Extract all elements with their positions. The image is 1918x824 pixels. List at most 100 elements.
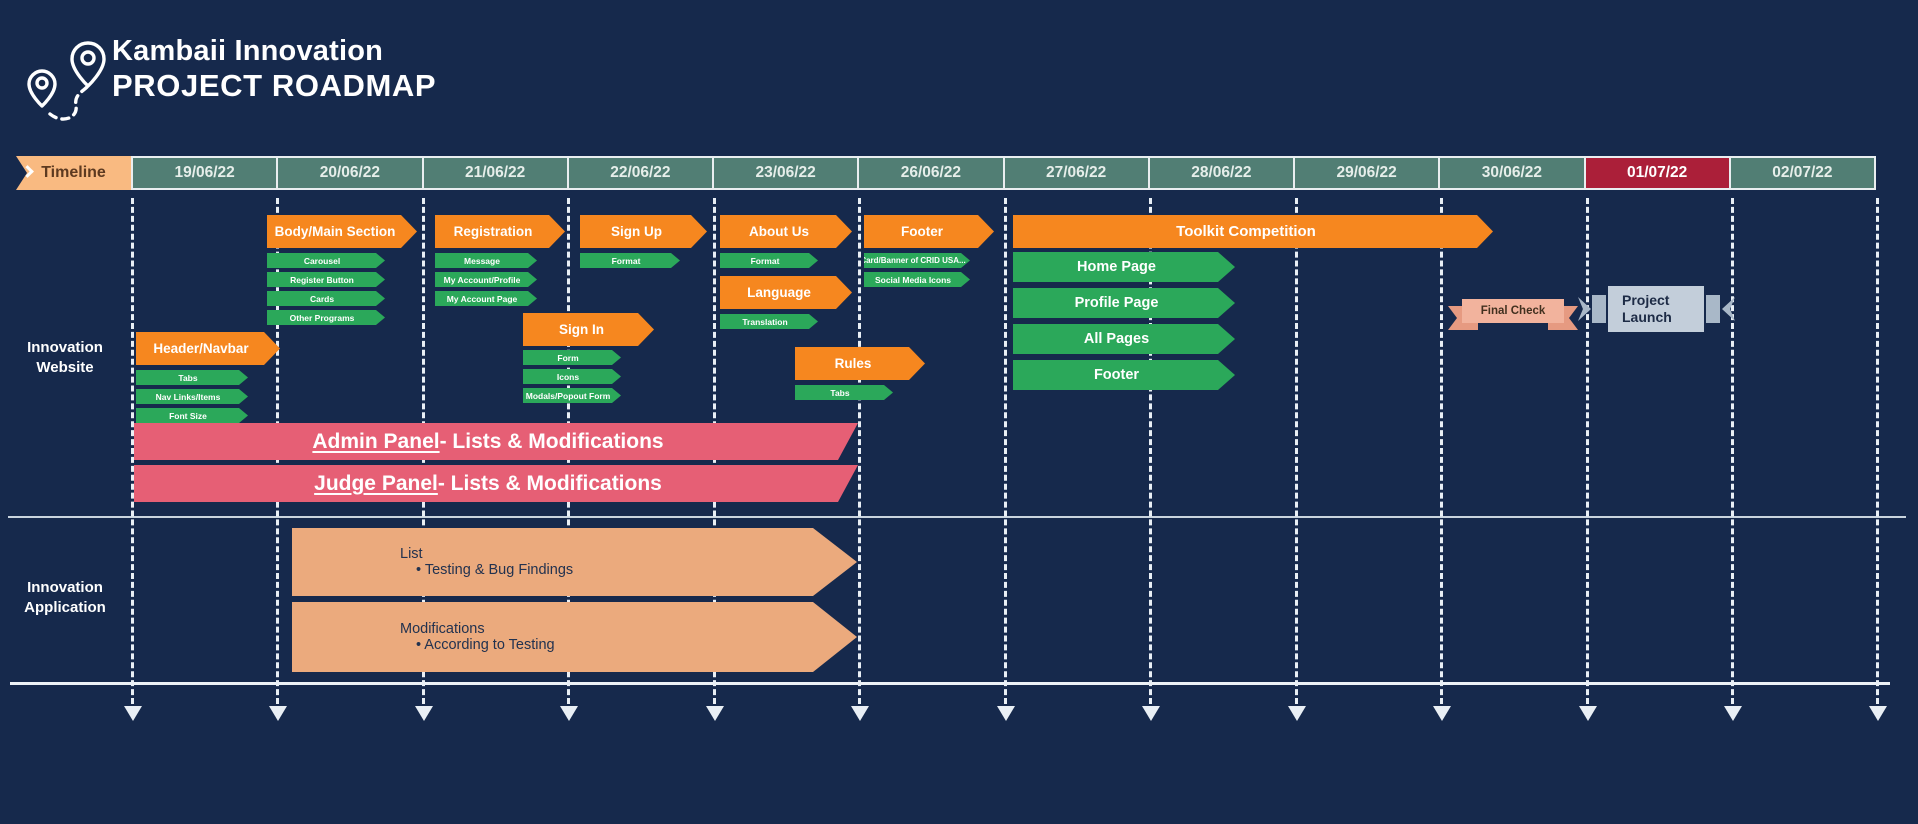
- date-cell: 28/06/22: [1149, 158, 1295, 188]
- task-bar-registration: Registration: [435, 215, 565, 248]
- timeline-gridline: [1868, 198, 1887, 721]
- date-cell: 21/06/22: [423, 158, 569, 188]
- subtask-bar-signup-format: Format: [580, 253, 680, 268]
- admin-panel-lead: Admin Panel: [312, 429, 440, 453]
- task-bar-body-main-section: Body/Main Section: [267, 215, 417, 248]
- subtask-bar-message: Message: [435, 253, 537, 268]
- subtask-label: Message: [464, 255, 500, 266]
- task-bar-language: Language: [720, 276, 852, 309]
- task-label: Toolkit Competition: [1176, 223, 1316, 240]
- subtask-bar-icons: Icons: [523, 369, 621, 384]
- subtask-bar-social-media-icons: Social Media Icons: [864, 272, 970, 287]
- subtask-bar-tabs: Tabs: [136, 370, 248, 385]
- launch-ribbon-tail-left: [1592, 295, 1606, 323]
- final-check-label: Final Check: [1480, 305, 1546, 317]
- page-subtitle: PROJECT ROADMAP: [112, 67, 437, 103]
- subtask-label: Card/Banner of CRID USA...: [860, 256, 966, 265]
- date-cell: 26/06/22: [859, 158, 1005, 188]
- subtask-label: Tabs: [830, 387, 850, 398]
- timeline-gridline: [850, 198, 869, 721]
- launch-ribbon-tail-right: [1706, 295, 1720, 323]
- subtask-label: Footer: [1093, 367, 1140, 383]
- timeline-gridline: [123, 198, 142, 721]
- task-label: Language: [747, 285, 811, 300]
- subtask-bar-carousel: Carousel: [267, 253, 385, 268]
- task-bar-header-navbar: Header/Navbar: [136, 332, 280, 365]
- subtask-label: Format: [611, 255, 641, 266]
- section-label-website: Innovation Website: [27, 339, 103, 376]
- subtask-label: All Pages: [1083, 331, 1150, 347]
- task-bar-about-us: About Us: [720, 215, 852, 248]
- subtask-label: Carousel: [303, 255, 341, 266]
- task-bar-sign-in: Sign In: [523, 313, 654, 346]
- final-check-ribbon: Final Check: [1462, 299, 1564, 323]
- brand-name: Kambaii Innovation: [112, 35, 384, 67]
- task-label: Rules: [834, 356, 872, 371]
- subtask-label: Home Page: [1077, 259, 1156, 275]
- subtask-bar-cards: Cards: [267, 291, 385, 306]
- timeline-gridline: [996, 198, 1015, 721]
- section-label-application: Innovation Application: [24, 579, 106, 616]
- project-launch-label: Project Launch: [1622, 292, 1672, 325]
- subtask-label: Profile Page: [1074, 295, 1159, 311]
- subtask-bar-aboutus-format: Format: [720, 253, 818, 268]
- timeline-gridline: [1723, 198, 1742, 721]
- timeline-gridline: [1578, 198, 1597, 721]
- project-launch-ribbon: Project Launch: [1608, 286, 1704, 332]
- date-cell: 27/06/22: [1004, 158, 1150, 188]
- date-cell: 22/06/22: [568, 158, 714, 188]
- section-divider-line: [8, 516, 1906, 518]
- app-modifications-title: Modifications: [400, 621, 485, 637]
- timeline-gridline: [1141, 198, 1160, 721]
- subtask-label: Cards: [309, 293, 335, 304]
- page-title: Kambaii Innovation PROJECT ROADMAP: [112, 35, 437, 104]
- task-label: Sign In: [559, 322, 604, 337]
- subtask-bar-font-size: Font Size: [136, 408, 248, 423]
- task-label: Header/Navbar: [153, 341, 249, 356]
- timeline-header: 19/06/22 20/06/22 21/06/22 22/06/22 23/0…: [131, 156, 1876, 190]
- subtask-bar-toolkit-footer: Footer: [1013, 360, 1235, 390]
- subtask-bar-translation: Translation: [720, 314, 818, 329]
- timeline-label-cell: Timeline: [16, 156, 131, 190]
- subtask-label: Other Programs: [289, 312, 355, 323]
- subtask-bar-modals-popout-form: Modals/Popout Form: [523, 388, 621, 403]
- task-bar-admin-panel: Admin Panel - Lists & Modifications: [134, 423, 858, 460]
- task-label: About Us: [749, 224, 809, 239]
- subtask-bar-form: Form: [523, 350, 621, 365]
- subtask-label: Social Media Icons: [874, 274, 952, 285]
- subtask-label: Modals/Popout Form: [525, 390, 611, 401]
- task-label: Registration: [453, 224, 533, 239]
- date-cell: 29/06/22: [1295, 158, 1441, 188]
- timeline-gridline: [1287, 198, 1306, 721]
- task-label: Body/Main Section: [274, 224, 396, 239]
- task-bar-toolkit-competition: Toolkit Competition: [1013, 215, 1493, 248]
- date-cell: 20/06/22: [278, 158, 424, 188]
- date-cell: 02/07/22: [1730, 158, 1874, 188]
- timeline-axis-line: [10, 682, 1890, 685]
- subtask-label: Register Button: [290, 274, 354, 285]
- task-label: Footer: [901, 224, 943, 239]
- task-bar-judge-panel: Judge Panel - Lists & Modifications: [134, 465, 858, 502]
- subtask-bar-profile-page: Profile Page: [1013, 288, 1235, 318]
- subtask-bar-card-banner: Card/Banner of CRID USA...: [864, 253, 970, 268]
- subtask-bar-my-account-page: My Account Page: [435, 291, 537, 306]
- app-list-bullet: • Testing & Bug Findings: [416, 562, 574, 578]
- judge-panel-rest: - Lists & Modifications: [437, 471, 662, 495]
- date-cell: 19/06/22: [133, 158, 279, 188]
- subtask-label: Form: [557, 352, 579, 363]
- subtask-bar-home-page: Home Page: [1013, 252, 1235, 282]
- subtask-label: My Account/Profile: [443, 274, 521, 285]
- task-bar-app-list: List • Testing & Bug Findings: [292, 528, 857, 596]
- date-cell-highlighted: 01/07/22: [1585, 158, 1731, 188]
- task-bar-footer: Footer: [864, 215, 994, 248]
- launch-ribbon-chevron-left: [1578, 297, 1591, 321]
- subtask-label: Icons: [556, 371, 580, 382]
- date-cell: 30/06/22: [1440, 158, 1586, 188]
- chevron-right-icon: [21, 165, 34, 178]
- app-modifications-bullet: • According to Testing: [416, 637, 555, 653]
- subtask-bar-all-pages: All Pages: [1013, 324, 1235, 354]
- subtask-bar-my-account-profile: My Account/Profile: [435, 272, 537, 287]
- task-bar-sign-up: Sign Up: [580, 215, 707, 248]
- judge-panel-lead: Judge Panel: [314, 471, 438, 495]
